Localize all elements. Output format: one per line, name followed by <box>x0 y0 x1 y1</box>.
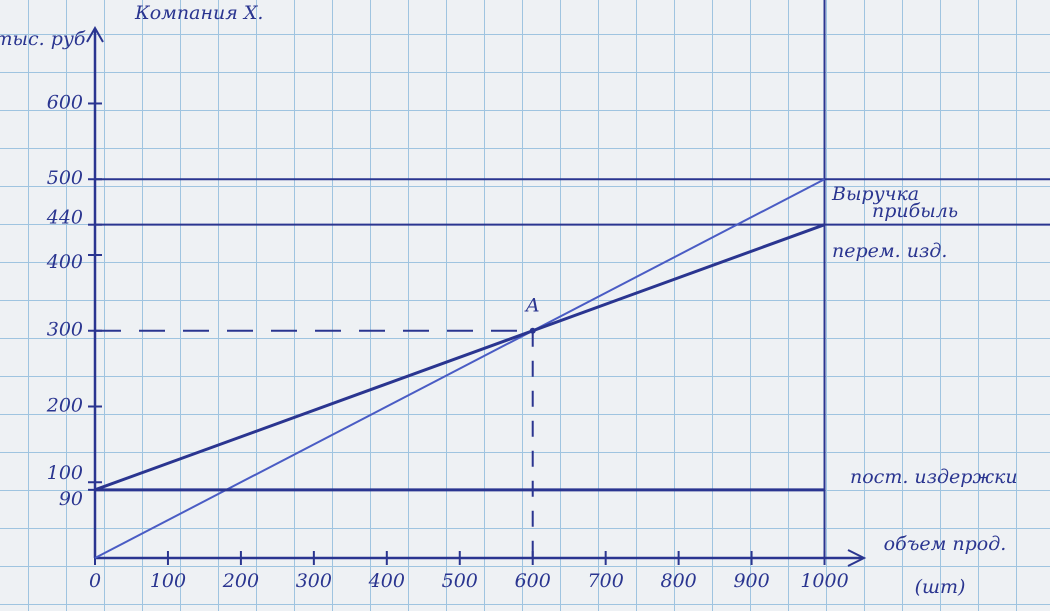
y-tick-label: 300 <box>47 319 83 341</box>
annotation: прибыль <box>872 200 958 222</box>
x-tick-label: 500 <box>442 570 478 592</box>
x-tick-label: 1000 <box>800 570 848 592</box>
series-line <box>95 225 825 490</box>
x-tick-label: 300 <box>296 570 332 592</box>
series-label: перем. изд. <box>832 240 947 262</box>
x-tick-label: 200 <box>222 570 259 592</box>
chart: Компания Х. тыс. руб объем прод. (шт) 90… <box>0 0 1050 611</box>
x-tick-label: 700 <box>588 570 624 592</box>
x-tick-label: 0 <box>89 570 101 592</box>
point-label: A <box>524 295 540 317</box>
y-tick-label: 400 <box>46 251 83 273</box>
y-tick-label: 100 <box>47 462 83 484</box>
chart-title: Компания Х. <box>134 2 263 24</box>
x-axis-unit: (шт) <box>915 576 966 598</box>
series-line <box>95 179 825 558</box>
x-tick-label: 400 <box>368 570 405 592</box>
x-tick-label: 100 <box>150 570 186 592</box>
x-tick-label: 600 <box>515 570 551 592</box>
x-tick-label: 900 <box>733 570 769 592</box>
y-tick-label: 500 <box>47 167 83 189</box>
x-tick-label: 800 <box>660 570 696 592</box>
y-tick-label: 600 <box>47 91 83 113</box>
y-tick-label: 440 <box>46 207 83 229</box>
break-even-point <box>530 328 536 334</box>
x-axis-label: объем прод. <box>884 533 1007 555</box>
y-tick-label: 90 <box>59 488 83 510</box>
series-label: пост. издержки <box>850 466 1018 488</box>
y-tick-label: 200 <box>46 394 83 416</box>
y-axis-label: тыс. руб <box>0 28 86 50</box>
